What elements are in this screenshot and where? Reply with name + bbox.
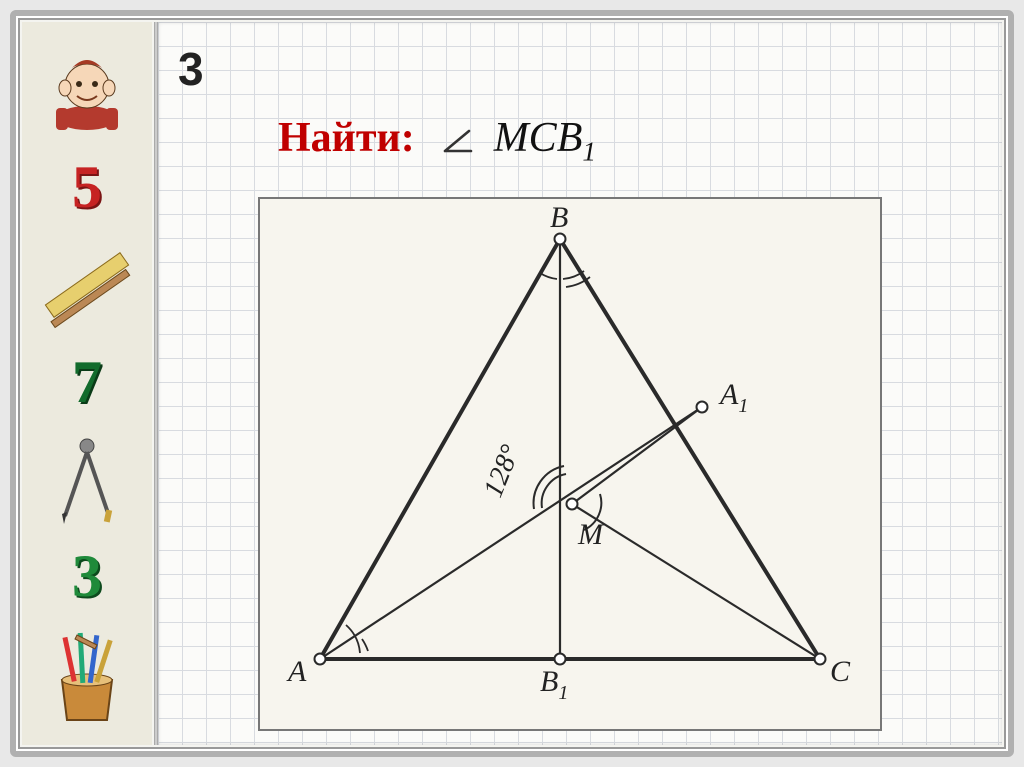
svg-text:C: C	[830, 655, 851, 688]
prompt: Найти: MCB1	[278, 114, 596, 167]
figure-svg: 128° A B C A1 B1 M	[260, 199, 880, 729]
main-area: 3 Найти: MCB1 128° A B C A1 B1 M	[158, 22, 1002, 745]
sidebar-number-5: 5	[37, 139, 137, 236]
sidebar-number-3: 3	[37, 528, 137, 625]
sidebar-number-7: 7	[37, 334, 137, 431]
compass-icon	[47, 434, 127, 524]
angle-symbol-icon	[439, 114, 475, 162]
sidebar-pencil-cup-icon	[37, 625, 137, 725]
svg-text:B: B	[550, 201, 568, 234]
prompt-label: Найти:	[278, 115, 415, 161]
sidebar-ruler-icon	[37, 236, 137, 333]
character-icon	[42, 46, 132, 136]
geometry-figure: 128° A B C A1 B1 M	[258, 197, 882, 731]
svg-text:128°: 128°	[478, 441, 527, 502]
problem-number: 3	[178, 42, 204, 96]
svg-text:A: A	[286, 655, 307, 688]
ruler-icon	[45, 252, 130, 318]
expr-main: MCB	[494, 115, 583, 161]
sidebar-icon-character	[37, 42, 137, 139]
expr-sub: 1	[582, 136, 596, 166]
prompt-expression: MCB1	[425, 115, 596, 161]
pencil-cup-icon	[37, 625, 137, 725]
svg-text:M: M	[577, 518, 605, 551]
svg-text:B1: B1	[540, 665, 568, 704]
slide-frame: 5 7 3	[0, 0, 1024, 767]
sidebar: 5 7 3	[22, 22, 152, 745]
sidebar-compass-icon	[37, 431, 137, 528]
svg-text:A1: A1	[718, 378, 748, 417]
